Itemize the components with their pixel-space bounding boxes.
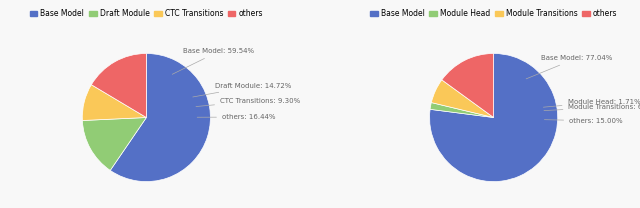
Text: others: 15.00%: others: 15.00% (545, 118, 623, 124)
Text: Base Model: 59.54%: Base Model: 59.54% (172, 48, 254, 74)
Legend: Base Model, Draft Module, CTC Transitions, others: Base Model, Draft Module, CTC Transition… (27, 6, 266, 21)
Text: Module Transitions: 6.25%: Module Transitions: 6.25% (544, 104, 640, 111)
Wedge shape (92, 53, 147, 118)
Wedge shape (83, 85, 147, 120)
Wedge shape (431, 80, 493, 118)
Wedge shape (83, 118, 147, 170)
Wedge shape (429, 53, 557, 182)
Text: Base Model: 77.04%: Base Model: 77.04% (526, 55, 612, 79)
Wedge shape (442, 53, 493, 118)
Wedge shape (110, 53, 211, 182)
Legend: Base Model, Module Head, Module Transitions, others: Base Model, Module Head, Module Transiti… (367, 6, 620, 21)
Text: Draft Module: 14.72%: Draft Module: 14.72% (193, 83, 291, 97)
Text: Module Head: 1.71%: Module Head: 1.71% (543, 99, 640, 107)
Text: others: 16.44%: others: 16.44% (197, 114, 275, 120)
Text: CTC Transitions: 9.30%: CTC Transitions: 9.30% (196, 98, 300, 106)
Wedge shape (430, 103, 493, 118)
